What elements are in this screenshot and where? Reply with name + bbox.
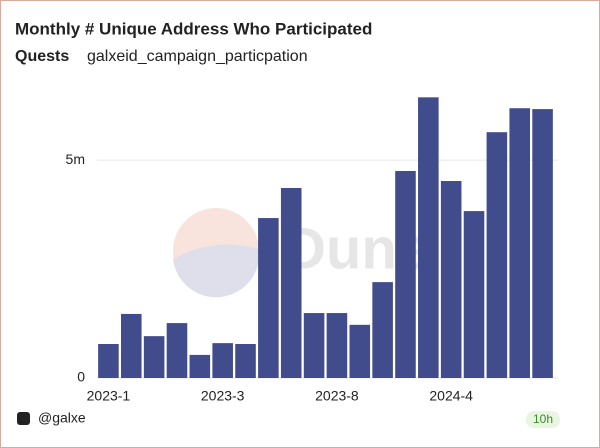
bar (143, 336, 165, 378)
galxe-icon (17, 412, 30, 425)
bar (486, 132, 508, 378)
bar (280, 187, 302, 378)
watermark-logo-part (173, 244, 260, 298)
y-tick-label: 0 (77, 369, 85, 385)
x-tick-label: 2023-3 (201, 388, 245, 404)
badge-bg (526, 411, 560, 428)
bar (509, 108, 531, 378)
bar (235, 344, 256, 378)
footer-handle[interactable]: @galxe (38, 410, 86, 426)
bar (326, 313, 348, 378)
chart-title: Monthly # Unique Address Who Participate… (15, 19, 372, 38)
bar (349, 324, 371, 378)
x-tick-label: 2023-1 (87, 388, 131, 404)
bar (440, 181, 462, 378)
x-tick-label: 2023-8 (315, 388, 359, 404)
bar (395, 170, 416, 378)
bar (120, 313, 142, 378)
bar (98, 344, 119, 378)
bar (418, 97, 439, 378)
y-tick-label: 5m (66, 151, 85, 167)
bar (532, 109, 553, 378)
bar (372, 282, 393, 378)
bar (212, 343, 233, 378)
watermark-logo (173, 208, 259, 294)
refresh-badge: 10h (533, 412, 553, 426)
subtitle-label: Quests (15, 48, 69, 65)
subtitle: galxeid_campaign_particpation (87, 48, 308, 65)
bar (258, 218, 279, 378)
bar (303, 313, 325, 378)
x-tick-label: 2024-4 (429, 388, 473, 404)
bar (189, 354, 211, 378)
bar (463, 211, 485, 378)
bar (166, 323, 188, 378)
